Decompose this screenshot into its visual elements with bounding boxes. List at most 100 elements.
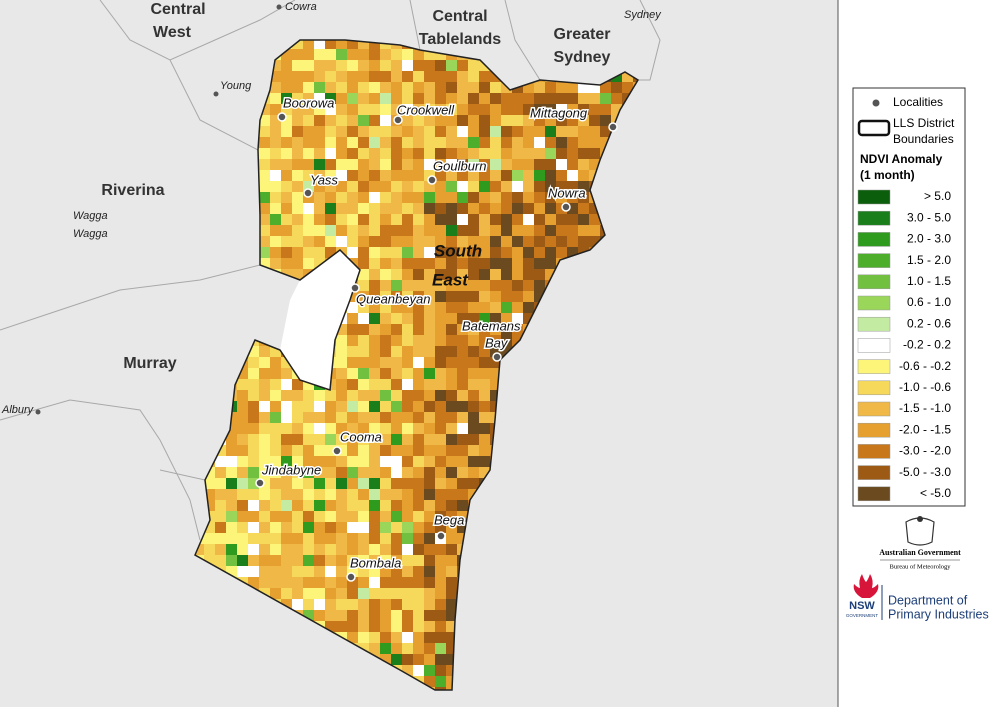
ndvi-cell xyxy=(501,126,512,137)
ndvi-cell xyxy=(259,115,270,126)
ndvi-cell xyxy=(501,346,512,357)
ndvi-cell xyxy=(424,500,435,511)
ndvi-cell xyxy=(523,247,534,258)
ndvi-cell xyxy=(567,236,578,247)
ndvi-cell xyxy=(534,104,545,115)
ndvi-cell xyxy=(512,302,523,313)
ndvi-cell xyxy=(457,269,468,280)
ndvi-cell xyxy=(479,302,490,313)
ndvi-cell xyxy=(358,632,369,643)
ndvi-cell xyxy=(413,214,424,225)
ndvi-cell xyxy=(501,93,512,104)
ndvi-cell xyxy=(490,313,501,324)
ndvi-cell xyxy=(446,357,457,368)
ndvi-cell xyxy=(490,247,501,258)
ndvi-cell xyxy=(479,82,490,93)
ndvi-cell xyxy=(237,522,248,533)
ndvi-cell xyxy=(325,599,336,610)
ndvi-cell xyxy=(270,60,281,71)
ndvi-cell xyxy=(468,478,479,489)
ndvi-cell xyxy=(413,368,424,379)
ndvi-cell xyxy=(446,599,457,610)
ndvi-cell xyxy=(380,148,391,159)
ndvi-cell xyxy=(457,456,468,467)
ndvi-cell xyxy=(259,181,270,192)
ndvi-cell xyxy=(435,280,446,291)
ndvi-cell xyxy=(556,82,567,93)
ndvi-cell xyxy=(523,148,534,159)
ndvi-cell xyxy=(292,104,303,115)
ndvi-cell xyxy=(281,357,292,368)
ndvi-cell xyxy=(270,82,281,93)
ndvi-cell xyxy=(259,159,270,170)
ndvi-cell xyxy=(358,49,369,60)
ndvi-cell xyxy=(292,258,303,269)
ndvi-cell xyxy=(259,258,270,269)
ndvi-cell xyxy=(369,390,380,401)
ndvi-cell xyxy=(424,621,435,632)
ndvi-cell xyxy=(325,533,336,544)
ndvi-cell xyxy=(490,324,501,335)
ndvi-cell xyxy=(314,412,325,423)
ndvi-cell xyxy=(512,214,523,225)
ndvi-cell xyxy=(358,60,369,71)
ndvi-cell xyxy=(545,269,556,280)
ndvi-cell xyxy=(325,236,336,247)
ndvi-cell xyxy=(523,104,534,115)
ndvi-cell xyxy=(281,82,292,93)
ndvi-cell xyxy=(534,258,545,269)
ndvi-cell xyxy=(380,456,391,467)
ndvi-cell xyxy=(270,346,281,357)
ndvi-cell xyxy=(545,93,556,104)
ndvi-cell xyxy=(314,489,325,500)
ndvi-cell xyxy=(369,599,380,610)
ndvi-cell xyxy=(435,170,446,181)
ndvi-cell xyxy=(369,423,380,434)
ndvi-cell xyxy=(457,214,468,225)
ndvi-cell xyxy=(479,247,490,258)
ndvi-cell xyxy=(358,357,369,368)
ndvi-cell xyxy=(479,379,490,390)
ndvi-cell xyxy=(446,137,457,148)
ndvi-cell xyxy=(303,379,314,390)
ndvi-cell xyxy=(380,247,391,258)
ndvi-cell xyxy=(512,324,523,335)
ndvi-cell xyxy=(281,511,292,522)
ndvi-cell xyxy=(457,302,468,313)
ndvi-cell xyxy=(391,566,402,577)
ndvi-cell xyxy=(413,654,424,665)
ndvi-cell xyxy=(303,225,314,236)
ndvi-cell xyxy=(556,236,567,247)
ndvi-cell xyxy=(380,368,391,379)
ndvi-cell xyxy=(380,489,391,500)
ndvi-cell xyxy=(413,126,424,137)
ndvi-cell xyxy=(523,258,534,269)
ndvi-cell xyxy=(457,181,468,192)
ndvi-cell xyxy=(226,544,237,555)
ndvi-cell xyxy=(259,456,270,467)
ndvi-cell xyxy=(391,643,402,654)
ndvi-cell xyxy=(358,577,369,588)
ndvi-cell xyxy=(259,192,270,203)
ndvi-cell xyxy=(270,170,281,181)
ndvi-cell xyxy=(479,401,490,412)
ndvi-cell xyxy=(325,115,336,126)
ndvi-cell xyxy=(270,588,281,599)
ndvi-cell xyxy=(501,324,512,335)
ndvi-cell xyxy=(545,192,556,203)
place-label: Sydney xyxy=(624,9,662,21)
ndvi-cell xyxy=(534,126,545,137)
ndvi-cell xyxy=(545,137,556,148)
place-label: Albury xyxy=(1,404,35,416)
ndvi-cell xyxy=(413,401,424,412)
ndvi-cell xyxy=(424,324,435,335)
ndvi-cell xyxy=(281,203,292,214)
ndvi-cell xyxy=(402,280,413,291)
ndvi-cell xyxy=(457,500,468,511)
legend-swatch xyxy=(857,359,891,374)
ndvi-cell xyxy=(391,654,402,665)
ndvi-cell xyxy=(259,236,270,247)
ndvi-cell xyxy=(248,577,259,588)
ndvi-cell xyxy=(347,555,358,566)
ndvi-cell xyxy=(292,247,303,258)
